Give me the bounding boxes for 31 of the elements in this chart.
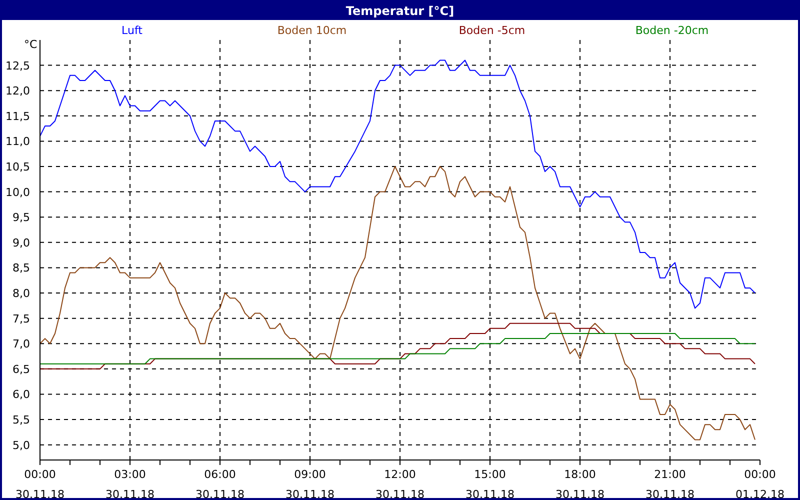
x-tick-label: 00:00 30.11.18 — [16, 468, 64, 500]
y-tick-label: 6,0 — [12, 388, 30, 402]
y-tick-label: 9,5 — [12, 211, 30, 224]
x-tick-label: 18:00 30.11.18 — [556, 468, 604, 500]
y-tick-label: 5,0 — [12, 438, 30, 452]
y-tick-label: 6,5 — [12, 362, 30, 376]
y-tick-label: 12,0 — [6, 84, 30, 98]
x-tick-label: 03:00 30.11.18 — [106, 468, 154, 500]
x-tick-label: 00:00 01.12.18 — [736, 468, 784, 500]
text: Boden 10cm — [276, 24, 348, 37]
y-tick-label: 7,5 — [12, 312, 30, 326]
y-tick-label: 11,5 — [6, 110, 30, 123]
y-tick-label: 10,5 — [6, 160, 30, 174]
y-tick-label: 11,0 — [6, 135, 30, 148]
text: Boden -5cm — [458, 24, 526, 37]
y-tick-label: 9,0 — [12, 236, 30, 250]
chart-title: Temperatur [°C] — [2, 2, 798, 20]
x-tick-label: 09:00 30.11.18 — [286, 468, 334, 500]
y-tick-label: 12,5 — [6, 59, 30, 72]
x-tick-label: 06:00 30.11.18 — [196, 468, 244, 500]
y-tick-label: 8,5 — [12, 262, 30, 275]
y-axis-title: °C — [24, 38, 38, 51]
x-tick-label: 15:00 30.11.18 — [466, 468, 514, 500]
y-tick-label: 7,0 — [12, 338, 30, 351]
y-tick-label: 10,0 — [6, 186, 30, 199]
y-tick-label: 8,0 — [12, 287, 30, 300]
x-tick-label: 21:00 30.11.18 — [646, 468, 694, 500]
text: Luft — [120, 24, 144, 37]
x-tick-label: 12:00 30.11.18 — [376, 468, 424, 500]
y-tick-label: 5,5 — [12, 414, 30, 427]
text: Boden -20cm — [634, 24, 710, 37]
